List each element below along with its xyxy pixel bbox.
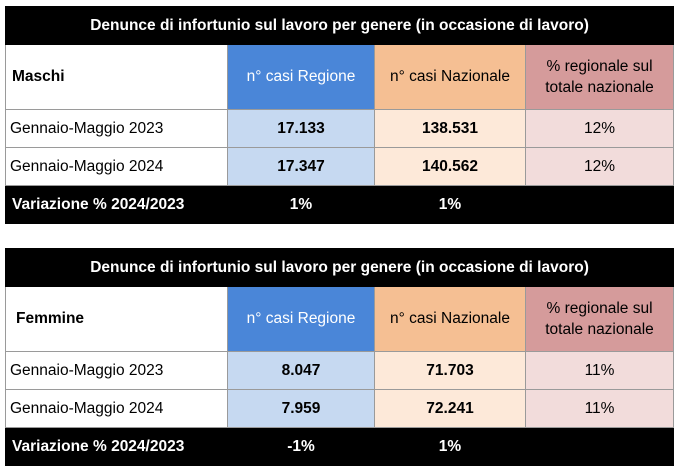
header-regione: n° casi Regione — [227, 286, 375, 352]
header-pct-line1: % regionale sul — [546, 58, 653, 75]
variation-label: Variazione % 2024/2023 — [5, 185, 228, 224]
header-nazionale: n° casi Nazionale — [374, 286, 526, 352]
row-period: Gennaio-Maggio 2023 — [5, 109, 228, 148]
row-nazionale: 71.703 — [374, 351, 526, 390]
row-pct: 11% — [524, 389, 675, 428]
table-row: Gennaio-Maggio 2024 17.347 140.562 12% — [5, 147, 675, 186]
variation-regione: -1% — [227, 427, 375, 466]
row-nazionale: 72.241 — [374, 389, 526, 428]
row-period: Gennaio-Maggio 2024 — [5, 147, 228, 186]
variation-pct — [524, 427, 675, 466]
table-row: Gennaio-Maggio 2023 8.047 71.703 11% — [5, 351, 675, 390]
table-title-row: Denunce di infortunio sul lavoro per gen… — [4, 6, 675, 45]
row-regione: 17.347 — [227, 147, 375, 186]
header-pct-line2: totale nazionale — [545, 79, 654, 96]
variation-nazionale: 1% — [374, 427, 526, 466]
header-pct: % regionale sul totale nazionale — [524, 44, 675, 110]
row-pct: 11% — [524, 351, 675, 390]
variation-nazionale: 1% — [374, 185, 526, 224]
row-pct: 12% — [524, 147, 675, 186]
variation-regione: 1% — [227, 185, 375, 224]
table-title-row: Denunce di infortunio sul lavoro per gen… — [4, 248, 675, 287]
row-regione: 8.047 — [227, 351, 375, 390]
group-label: Maschi — [5, 44, 228, 110]
table-maschi: Denunce di infortunio sul lavoro per gen… — [4, 6, 675, 224]
variation-row: Variazione % 2024/2023 1% 1% — [5, 185, 675, 224]
header-row: Femmine n° casi Regione n° casi Nazional… — [5, 286, 675, 352]
table-femmine: Denunce di infortunio sul lavoro per gen… — [4, 248, 675, 466]
header-nazionale: n° casi Nazionale — [374, 44, 526, 110]
variation-row: Variazione % 2024/2023 -1% 1% — [5, 427, 675, 466]
group-label: Femmine — [5, 286, 228, 352]
row-pct: 12% — [524, 109, 675, 148]
header-pct: % regionale sul totale nazionale — [524, 286, 675, 352]
row-nazionale: 140.562 — [374, 147, 526, 186]
table-row: Gennaio-Maggio 2024 7.959 72.241 11% — [5, 389, 675, 428]
header-row: Maschi n° casi Regione n° casi Nazionale… — [5, 44, 675, 110]
row-period: Gennaio-Maggio 2024 — [5, 389, 228, 428]
header-pct-line1: % regionale sul — [546, 300, 653, 317]
row-nazionale: 138.531 — [374, 109, 526, 148]
header-regione: n° casi Regione — [227, 44, 375, 110]
variation-pct — [524, 185, 675, 224]
table-title: Denunce di infortunio sul lavoro per gen… — [4, 6, 675, 45]
table-title: Denunce di infortunio sul lavoro per gen… — [4, 248, 675, 287]
row-period: Gennaio-Maggio 2023 — [5, 351, 228, 390]
row-regione: 17.133 — [227, 109, 375, 148]
table-row: Gennaio-Maggio 2023 17.133 138.531 12% — [5, 109, 675, 148]
row-regione: 7.959 — [227, 389, 375, 428]
variation-label: Variazione % 2024/2023 — [5, 427, 228, 466]
header-pct-line2: totale nazionale — [545, 321, 654, 338]
